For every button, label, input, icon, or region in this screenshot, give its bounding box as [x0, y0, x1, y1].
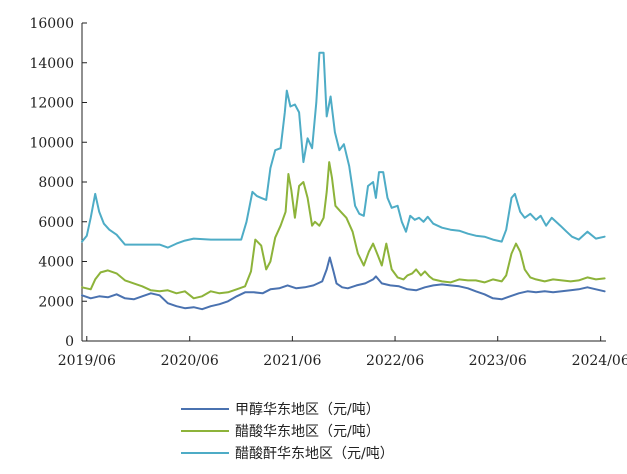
x-tick-label: 2019/06: [58, 353, 116, 369]
legend: 甲醇华东地区（元/吨） 醋酸华东地区（元/吨） 醋酸酐华东地区（元/吨）: [181, 398, 501, 464]
x-tick-label: 2023/06: [469, 353, 527, 369]
series-line-methanol: [81, 256, 606, 311]
legend-swatch-acetic-acid: [181, 429, 229, 433]
x-tick-label: 2021/06: [263, 353, 321, 369]
legend-swatch-methanol: [181, 407, 229, 411]
series-line-acetic-anhydride: [81, 51, 606, 249]
legend-item-acetic-anhydride: 醋酸酐华东地区（元/吨）: [181, 442, 501, 464]
x-tick-label: 2024/06: [572, 353, 627, 369]
legend-label-acetic-acid: 醋酸华东地区（元/吨）: [235, 424, 380, 440]
axes: 0 2000 4000 6000 8000 10000 12000 14000 16000 201…: [29, 16, 627, 369]
legend-item-methanol: 甲醇华东地区（元/吨）: [181, 398, 501, 420]
y-tick-label: 2000: [38, 294, 74, 310]
y-tick-label: 10000: [29, 135, 74, 151]
y-tick-label: 12000: [29, 96, 74, 112]
y-tick-label: 8000: [38, 175, 74, 191]
y-tick-label: 16000: [29, 16, 74, 32]
series-line-acetic-acid: [81, 161, 606, 300]
y-tick-label: 6000: [38, 215, 74, 231]
legend-label-methanol: 甲醇华东地区（元/吨）: [235, 402, 380, 418]
chart: 0 2000 4000 6000 8000 10000 12000 14000 16000 201…: [29, 16, 627, 369]
legend-label-acetic-anhydride: 醋酸酐华东地区（元/吨）: [235, 446, 394, 462]
legend-item-acetic-acid: 醋酸华东地区（元/吨）: [181, 420, 501, 442]
y-tick-label: 4000: [38, 255, 74, 271]
y-tick-label: 14000: [29, 56, 74, 72]
x-tick-label: 2020/06: [161, 353, 219, 369]
x-tick-label: 2022/06: [366, 353, 424, 369]
series-layer: [81, 51, 606, 311]
y-tick-label: 0: [65, 334, 74, 350]
legend-swatch-acetic-anhydride: [181, 451, 229, 455]
